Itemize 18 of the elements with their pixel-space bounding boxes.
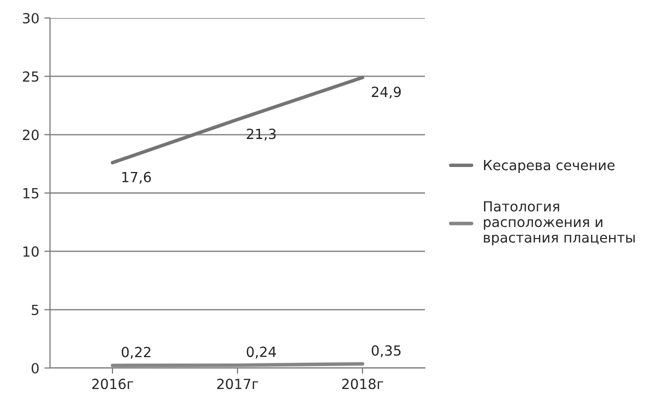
x-tick-label: 2017г	[217, 378, 258, 390]
y-tick-label: 15	[23, 188, 38, 198]
data-label: 0,24	[246, 346, 276, 358]
y-tick-label: 10	[23, 246, 39, 257]
legend-label: Патология расположения и врастания плаценты	[484, 201, 635, 246]
data-label: 21,3	[246, 128, 276, 141]
y-tick-label: 30	[22, 12, 39, 24]
y-tick-label: 5	[32, 304, 38, 316]
y-tick-label: 25	[22, 71, 38, 82]
y-tick-label: 0	[32, 362, 39, 374]
data-label: 0,35	[372, 345, 401, 358]
data-label: 0,22	[122, 346, 150, 359]
legend-label: Кесарева сечение	[484, 160, 615, 174]
data-label: 24,9	[372, 86, 401, 99]
x-tick-label: 2018г	[342, 378, 384, 390]
x-tick-label: 2016г	[92, 378, 134, 390]
y-tick-label: 20	[22, 130, 39, 140]
data-label: 17,6	[122, 172, 151, 184]
